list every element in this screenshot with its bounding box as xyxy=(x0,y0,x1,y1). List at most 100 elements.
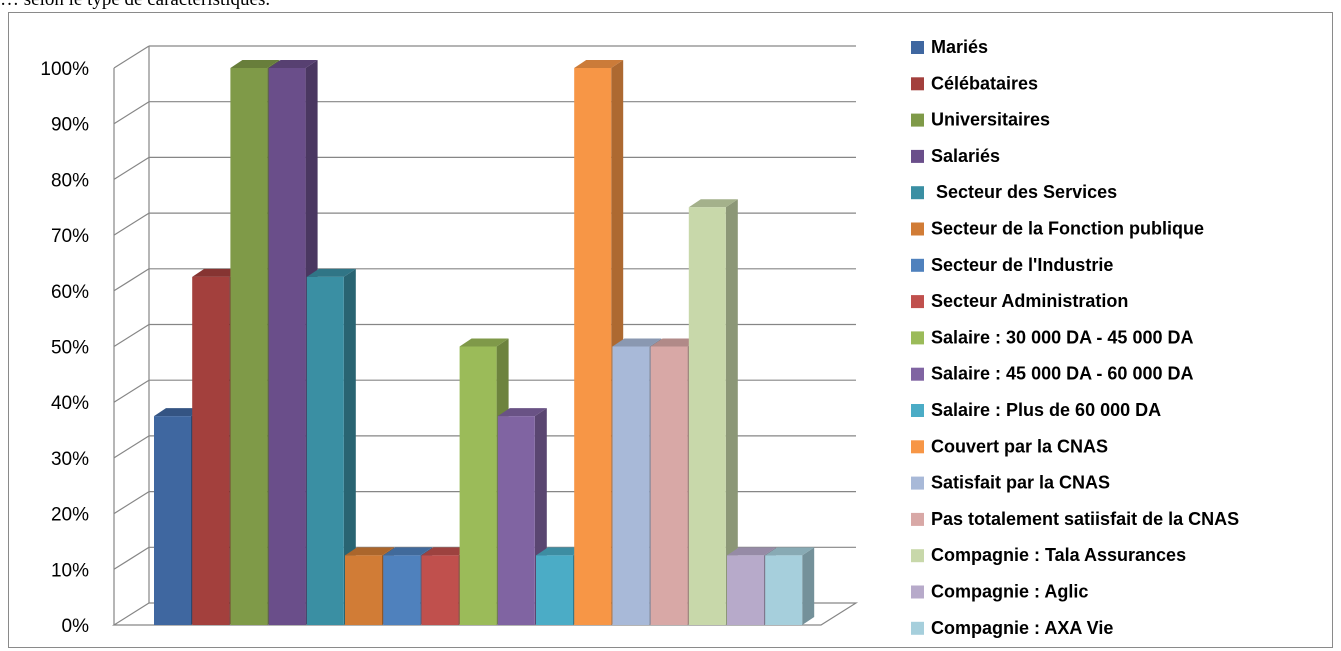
legend: Mariés Célébataires Universitaires Salariés… xyxy=(911,37,1239,638)
bar-front xyxy=(345,555,382,625)
legend-swatch xyxy=(911,258,924,272)
legend-label: Compagnie : Aglic xyxy=(931,582,1088,602)
gridline-diagonal xyxy=(113,323,150,348)
bar-side xyxy=(802,547,815,625)
legend-swatch xyxy=(911,404,924,417)
bar-top xyxy=(154,408,203,417)
y-tick-label: 60% xyxy=(51,282,89,303)
legend-label: Compagnie : Tala Assurances xyxy=(931,545,1186,565)
legend-label: Compagnie : AXA Vie xyxy=(931,618,1113,638)
legend-swatch xyxy=(911,113,924,127)
bars xyxy=(154,60,815,625)
bar xyxy=(574,60,624,625)
bar-front xyxy=(459,346,497,625)
gridline-diagonal xyxy=(113,491,150,515)
bar-top xyxy=(421,547,471,556)
bar-top xyxy=(192,268,242,277)
legend-label: Secteur de l'Industrie xyxy=(931,255,1113,275)
y-axis-ticks: 0% 10% 20% 30% 40% 50% 60% 70% 80% 90% 100% xyxy=(40,59,89,637)
gridline-diagonal xyxy=(113,379,150,403)
legend-label: Secteur des Services xyxy=(931,182,1117,202)
bar-front xyxy=(154,416,191,625)
bar-front xyxy=(268,68,306,625)
gridline-diagonal xyxy=(113,212,150,236)
legend-label: Célébataires xyxy=(931,73,1038,93)
bar-front xyxy=(765,555,803,625)
legend-swatch xyxy=(911,621,924,635)
gridline-diagonal xyxy=(113,101,150,125)
bar-top xyxy=(306,268,356,277)
legend-label: Salaire : 45 000 DA - 60 000 DA xyxy=(931,364,1193,384)
bar xyxy=(306,268,356,625)
bar-top xyxy=(536,547,585,556)
bar-front xyxy=(612,346,650,625)
bar-side xyxy=(343,268,356,625)
bar xyxy=(765,547,815,625)
bar-top xyxy=(497,408,547,417)
legend-label: Salaire : 30 000 DA - 45 000 DA xyxy=(931,327,1193,347)
bar-front xyxy=(383,555,421,625)
y-tick-label: 100% xyxy=(40,59,89,80)
bar-top xyxy=(345,547,394,556)
legend-swatch xyxy=(911,476,924,490)
gridline-diagonal xyxy=(113,156,150,180)
bar-front xyxy=(421,555,459,625)
bar-front xyxy=(536,555,573,625)
chart-area: 0% 10% 20% 30% 40% 50% 60% 70% 80% 90% 100% Mariés… xyxy=(8,12,1333,648)
bar xyxy=(688,199,738,625)
bar-front xyxy=(688,207,726,625)
bar-top xyxy=(650,338,700,347)
y-tick-label: 70% xyxy=(51,226,89,247)
legend-label: Salariés xyxy=(931,146,1000,166)
legend-swatch xyxy=(911,149,924,163)
legend-swatch xyxy=(911,585,924,599)
gridline-diagonal xyxy=(113,268,150,292)
legend-swatch xyxy=(911,295,924,309)
legend-label: Pas totalement satiisfait de la CNAS xyxy=(931,509,1239,529)
bar-top xyxy=(765,547,815,556)
bar-top xyxy=(688,199,738,208)
legend-swatch xyxy=(911,186,924,200)
y-tick-label: 90% xyxy=(51,115,89,136)
y-tick-label: 0% xyxy=(62,616,90,637)
bar-front xyxy=(650,346,688,625)
bar-front xyxy=(230,68,268,625)
legend-swatch xyxy=(911,41,924,54)
bar-top xyxy=(230,60,280,68)
bar-front xyxy=(727,555,764,625)
y-tick-label: 20% xyxy=(51,505,89,526)
legend-label: Universitaires xyxy=(931,110,1050,130)
legend-label: Mariés xyxy=(931,37,988,57)
gridline-diagonal xyxy=(113,546,150,570)
legend-swatch xyxy=(911,549,924,563)
y-tick-label: 40% xyxy=(51,393,89,414)
gridline-diagonal xyxy=(113,45,150,69)
y-tick-label: 30% xyxy=(51,449,89,470)
y-tick-label: 50% xyxy=(51,338,89,359)
bar-front xyxy=(574,68,612,625)
bar-top xyxy=(612,338,662,347)
bar-top xyxy=(574,60,624,68)
bar-front xyxy=(497,416,535,625)
bar-top xyxy=(268,60,318,68)
y-tick-label: 80% xyxy=(51,170,89,191)
bar-top xyxy=(727,547,776,556)
y-tick-label: 10% xyxy=(51,560,89,581)
gridline-diagonal xyxy=(113,435,150,459)
bar-front xyxy=(192,276,230,625)
legend-swatch xyxy=(911,222,924,236)
legend-label: Secteur de la Fonction publique xyxy=(931,219,1204,239)
legend-label: Secteur Administration xyxy=(931,291,1128,311)
legend-swatch xyxy=(911,440,924,454)
figure-caption: … selon le type de caractéristiques. xyxy=(0,0,270,11)
legend-swatch xyxy=(911,77,924,91)
legend-label: Satisfait par la CNAS xyxy=(931,473,1110,493)
bar-top xyxy=(383,547,433,556)
legend-swatch xyxy=(911,367,924,381)
legend-swatch xyxy=(911,331,924,345)
legend-label: Salaire : Plus de 60 000 DA xyxy=(931,400,1161,420)
bar-front xyxy=(306,276,344,625)
bar-chart: 0% 10% 20% 30% 40% 50% 60% 70% 80% 90% 100% Mariés… xyxy=(40,37,1239,638)
legend-label: Couvert par la CNAS xyxy=(931,436,1108,456)
legend-swatch xyxy=(911,512,924,526)
